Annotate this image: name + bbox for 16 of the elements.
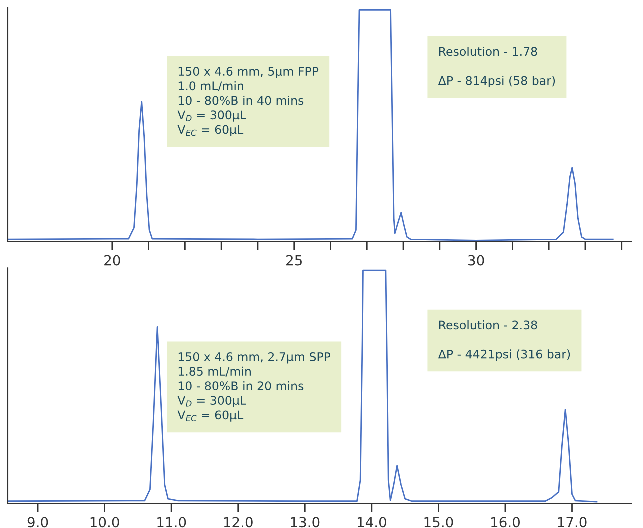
x-tick-label: 9.0 bbox=[28, 517, 48, 528]
x-tick-label: 16.0 bbox=[492, 517, 520, 528]
x-tick-label: 14.0 bbox=[358, 517, 386, 528]
x-tick-label: 11.0 bbox=[158, 517, 186, 528]
x-tick-label: 25 bbox=[286, 255, 302, 266]
text: 150 x 4.6 mm, 5µm FPP 1.0 mL/min 10 - 80%B in 40 mins V$_{D}$ = 300µL V$_{EC}$ = 60µL bbox=[178, 67, 319, 136]
x-tick-label: 20 bbox=[104, 255, 120, 266]
x-tick-label: 10.0 bbox=[90, 517, 120, 528]
x-tick-label: 30 bbox=[468, 255, 484, 266]
text: Resolution - 2.38 ΔP - 4421psi (316 bar) bbox=[438, 320, 570, 362]
x-tick-label: 15.0 bbox=[424, 517, 454, 528]
text: Resolution - 1.78 ΔP - 814psi (58 bar) bbox=[438, 46, 556, 88]
x-tick-label: 17.0 bbox=[558, 517, 587, 528]
x-tick-label: 12.0 bbox=[224, 517, 253, 528]
text: 150 x 4.6 mm, 2.7µm SPP 1.85 mL/min 10 - 80%B in 20 mins V$_{D}$ = 300µL V$_{EC}$ = 60µL bbox=[178, 352, 331, 422]
x-tick-label: 13.0 bbox=[291, 517, 320, 528]
